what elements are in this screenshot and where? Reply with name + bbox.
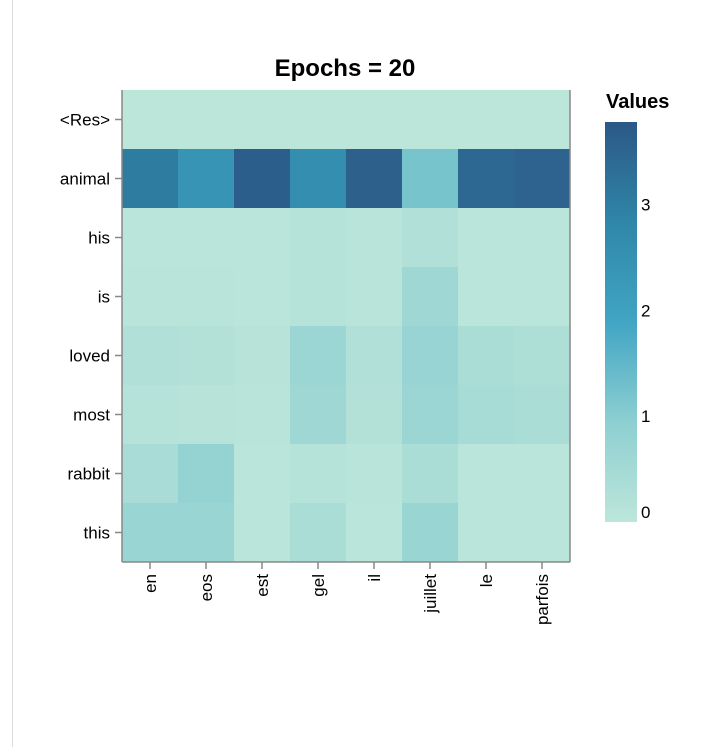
color-legend: Values 0 1 2 3: [605, 91, 669, 522]
y-tick-label: loved: [69, 347, 110, 366]
heatmap-cell: [178, 149, 235, 209]
legend-ticks: 0 1 2 3: [641, 196, 650, 522]
heatmap-cell: [178, 385, 235, 445]
heatmap-cell: [402, 503, 459, 563]
heatmap-cell: [514, 267, 571, 327]
x-tick-label: eos: [197, 574, 216, 601]
x-tick-label: gel: [309, 574, 328, 597]
page-frame-border: [12, 0, 13, 747]
heatmap-cell: [458, 326, 515, 386]
heatmap-cell: [346, 385, 403, 445]
x-tick-label: en: [141, 574, 160, 593]
legend-tick-label: 3: [641, 196, 650, 215]
heatmap-cell: [234, 326, 291, 386]
heatmap-cell: [346, 503, 403, 563]
heatmap-cell: [178, 503, 235, 563]
heatmap-cell: [290, 503, 347, 563]
heatmap-cell: [290, 208, 347, 268]
heatmap-cell: [402, 208, 459, 268]
y-tick-label: is: [98, 288, 110, 307]
heatmap-cell: [234, 444, 291, 504]
y-tick-label: rabbit: [67, 465, 110, 484]
heatmap-cell: [402, 385, 459, 445]
heatmap-cell: [178, 208, 235, 268]
heatmap-cell: [458, 385, 515, 445]
y-axis: <Res> animal his is loved most rabbit this: [60, 90, 123, 562]
heatmap-cell: [346, 149, 403, 209]
legend-tick-label: 1: [641, 407, 650, 426]
heatmap-cell: [514, 90, 571, 150]
y-tick-label: most: [73, 406, 110, 425]
heatmap-cell: [458, 149, 515, 209]
heatmap-cell: [290, 385, 347, 445]
x-tick-label: le: [477, 574, 496, 587]
heatmap-cell: [402, 444, 459, 504]
heatmap-cell: [178, 90, 235, 150]
y-tick-label: <Res>: [60, 111, 110, 130]
heatmap-cell: [458, 444, 515, 504]
heatmap-cell: [178, 326, 235, 386]
heatmap-cell: [290, 326, 347, 386]
heatmap-cell: [122, 149, 179, 209]
heatmap-cell: [458, 503, 515, 563]
legend-title: Values: [606, 91, 669, 113]
heatmap-cell: [346, 267, 403, 327]
heatmap-cell: [402, 149, 459, 209]
heatmap-cell: [458, 208, 515, 268]
x-tick-label: juillet: [421, 574, 440, 614]
heatmap-cell: [178, 444, 235, 504]
heatmap-cell: [346, 326, 403, 386]
x-tick-label: est: [253, 574, 272, 597]
heatmap-cell: [122, 208, 179, 268]
heatmap-cell: [402, 90, 459, 150]
x-tick-label: il: [365, 574, 384, 582]
heatmap-cell: [514, 149, 571, 209]
heatmap-cell: [122, 503, 179, 563]
heatmap-cell: [234, 149, 291, 209]
heatmap-cell: [514, 503, 571, 563]
heatmap-cell: [122, 267, 179, 327]
heatmap-cell: [234, 267, 291, 327]
heatmap-cell: [346, 208, 403, 268]
heatmap-cell: [122, 90, 179, 150]
y-tick-label: animal: [60, 170, 110, 189]
heatmap-cell: [122, 326, 179, 386]
heatmap-cell: [290, 149, 347, 209]
heatmap-cell: [514, 208, 571, 268]
x-axis: en eos est gel il juillet le parfois: [122, 90, 571, 625]
heatmap-cell: [346, 90, 403, 150]
heatmap-cell: [346, 444, 403, 504]
heatmap-cells: [122, 90, 571, 563]
heatmap-cell: [514, 385, 571, 445]
heatmap-cell: [458, 90, 515, 150]
heatmap-cell: [290, 267, 347, 327]
heatmap-cell: [290, 90, 347, 150]
heatmap-cell: [402, 267, 459, 327]
heatmap-cell: [234, 503, 291, 563]
legend-tick-label: 2: [641, 301, 650, 320]
x-tick-label: parfois: [533, 574, 552, 625]
heatmap-cell: [178, 267, 235, 327]
heatmap-cell: [402, 326, 459, 386]
heatmap-cell: [234, 208, 291, 268]
heatmap-cell: [122, 444, 179, 504]
heatmap-cell: [514, 326, 571, 386]
chart-title: Epochs = 20: [275, 55, 416, 82]
heatmap-cell: [234, 385, 291, 445]
heatmap-cell: [122, 385, 179, 445]
y-tick-label: his: [88, 229, 110, 248]
legend-tick-label: 0: [641, 503, 650, 522]
y-tick-label: this: [84, 524, 110, 543]
heatmap-cell: [458, 267, 515, 327]
legend-color-bar: [605, 122, 637, 522]
heatmap-cell: [514, 444, 571, 504]
heatmap-cell: [290, 444, 347, 504]
heatmap-cell: [234, 90, 291, 150]
